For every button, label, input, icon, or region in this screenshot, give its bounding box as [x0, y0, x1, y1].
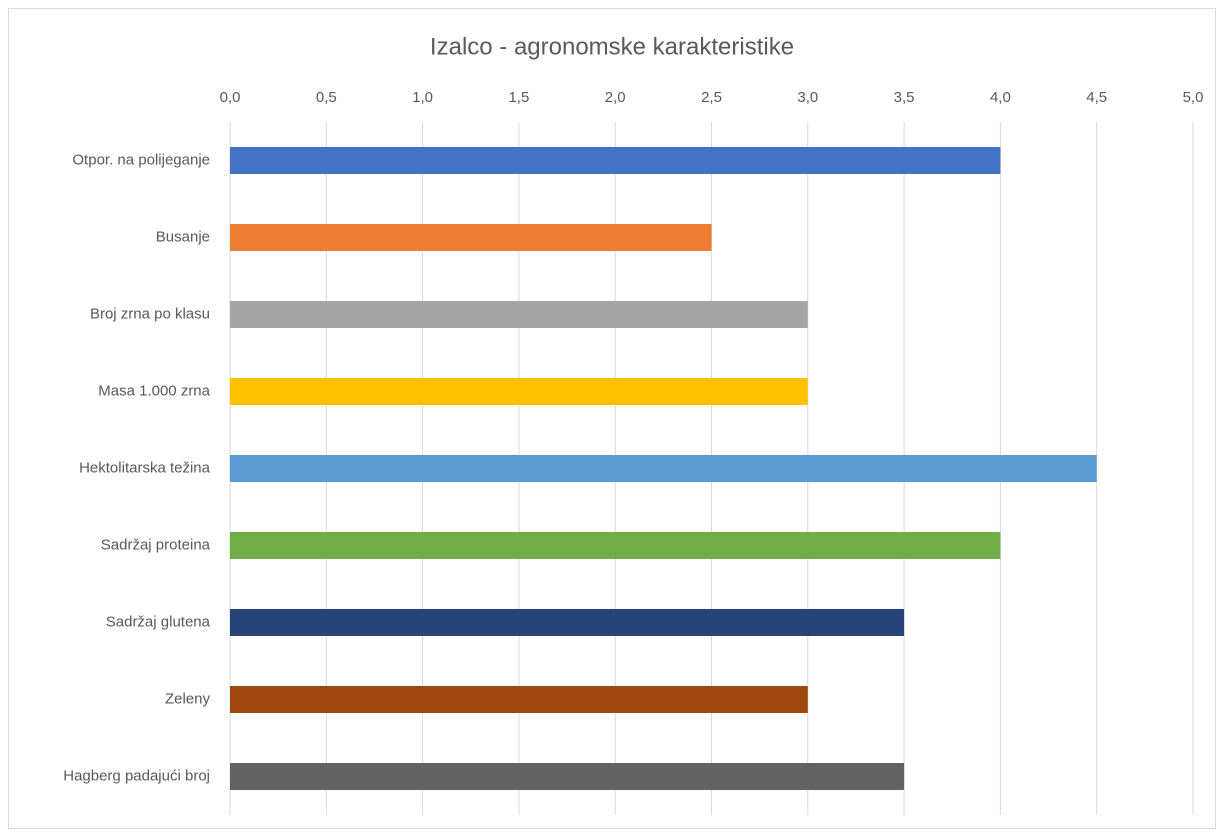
bar: [230, 378, 808, 405]
y-tick-label: Hagberg padajući broj: [63, 767, 210, 784]
bar: [230, 763, 905, 790]
y-tick-label: Sadržaj glutena: [106, 613, 211, 630]
x-tick-label: 0,0: [220, 89, 241, 106]
bar: [230, 686, 808, 713]
y-tick-label: Zeleny: [165, 690, 211, 707]
y-tick-label: Broj zrna po klasu: [90, 305, 210, 322]
bar: [230, 224, 712, 251]
chart-title: Izalco - agronomske karakteristike: [430, 33, 794, 60]
bar: [230, 301, 808, 328]
x-tick-label: 1,5: [508, 89, 529, 106]
y-tick-label: Otpor. na polijeganje: [72, 151, 210, 168]
y-tick-label: Sadržaj proteina: [101, 536, 211, 553]
x-tick-label: 2,5: [701, 89, 722, 106]
y-tick-label: Busanje: [156, 228, 210, 245]
bar: [230, 455, 1097, 482]
bar: [230, 532, 1001, 559]
x-tick-label: 3,0: [797, 89, 818, 106]
x-tick-label: 5,0: [1183, 89, 1204, 106]
x-tick-label: 4,5: [1086, 89, 1107, 106]
x-tick-label: 0,5: [316, 89, 337, 106]
bar: [230, 609, 905, 636]
bar: [230, 147, 1001, 174]
y-tick-label: Hektolitarska težina: [79, 459, 211, 476]
x-tick-label: 2,0: [605, 89, 626, 106]
x-tick-label: 4,0: [990, 89, 1011, 106]
x-tick-label: 1,0: [412, 89, 433, 106]
x-tick-label: 3,5: [894, 89, 915, 106]
y-tick-label: Masa 1.000 zrna: [98, 382, 210, 399]
